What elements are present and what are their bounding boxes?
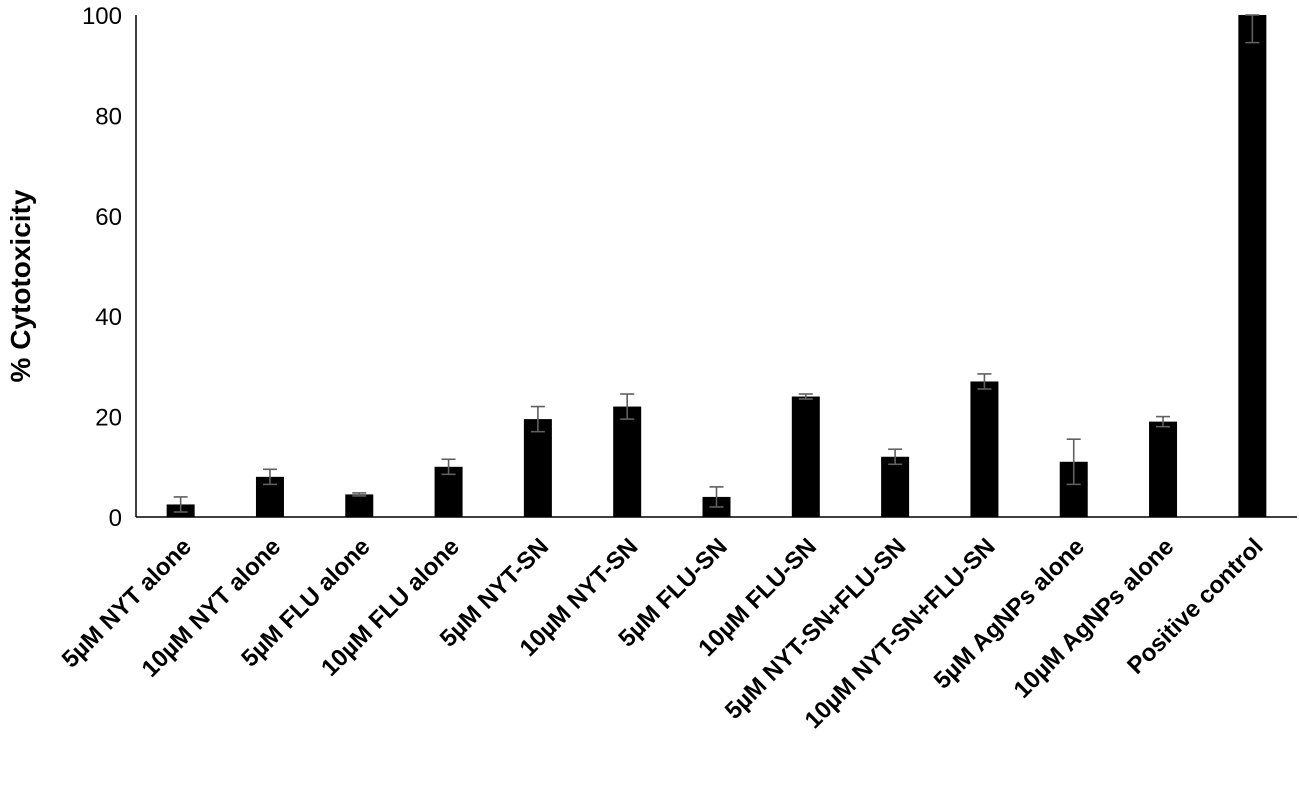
x-category-label: 5µM AgNPs alone <box>929 533 1090 694</box>
error-bars <box>173 14 1260 513</box>
error-bar <box>352 492 367 497</box>
error-bar <box>530 405 545 433</box>
bars <box>166 15 1267 517</box>
y-tick-label: 80 <box>95 103 122 130</box>
x-category-label: 5µM NYT-SN+FLU-SN <box>720 533 912 725</box>
y-tick-labels: 0 20 40 60 80 100 <box>82 3 122 532</box>
error-bar <box>173 496 188 513</box>
bar <box>613 406 642 517</box>
bar <box>345 494 374 517</box>
bar <box>434 466 463 517</box>
y-tick-label: 60 <box>95 204 122 231</box>
bar <box>523 419 552 517</box>
error-bar <box>1245 14 1260 44</box>
error-bar <box>977 373 992 390</box>
y-axis-title: % Cytotoxicity <box>5 189 36 382</box>
y-tick-label: 20 <box>95 405 122 432</box>
bar <box>970 381 999 517</box>
error-bar <box>1066 438 1081 486</box>
y-tick-label: 40 <box>95 304 122 331</box>
axes <box>135 15 1297 518</box>
error-bar <box>262 468 277 486</box>
bar <box>1149 421 1178 517</box>
bar <box>1238 15 1267 517</box>
error-bar <box>441 458 456 476</box>
error-bar <box>620 393 635 420</box>
error-bar <box>798 393 813 400</box>
error-bar <box>709 486 724 508</box>
bar <box>791 396 820 517</box>
bar <box>881 456 910 517</box>
y-tick-label: 0 <box>109 505 122 532</box>
error-bar <box>888 448 903 466</box>
y-tick-label: 100 <box>82 3 122 30</box>
error-bar <box>1156 415 1171 428</box>
x-category-label: 10µM AgNPs alone <box>1009 533 1180 704</box>
